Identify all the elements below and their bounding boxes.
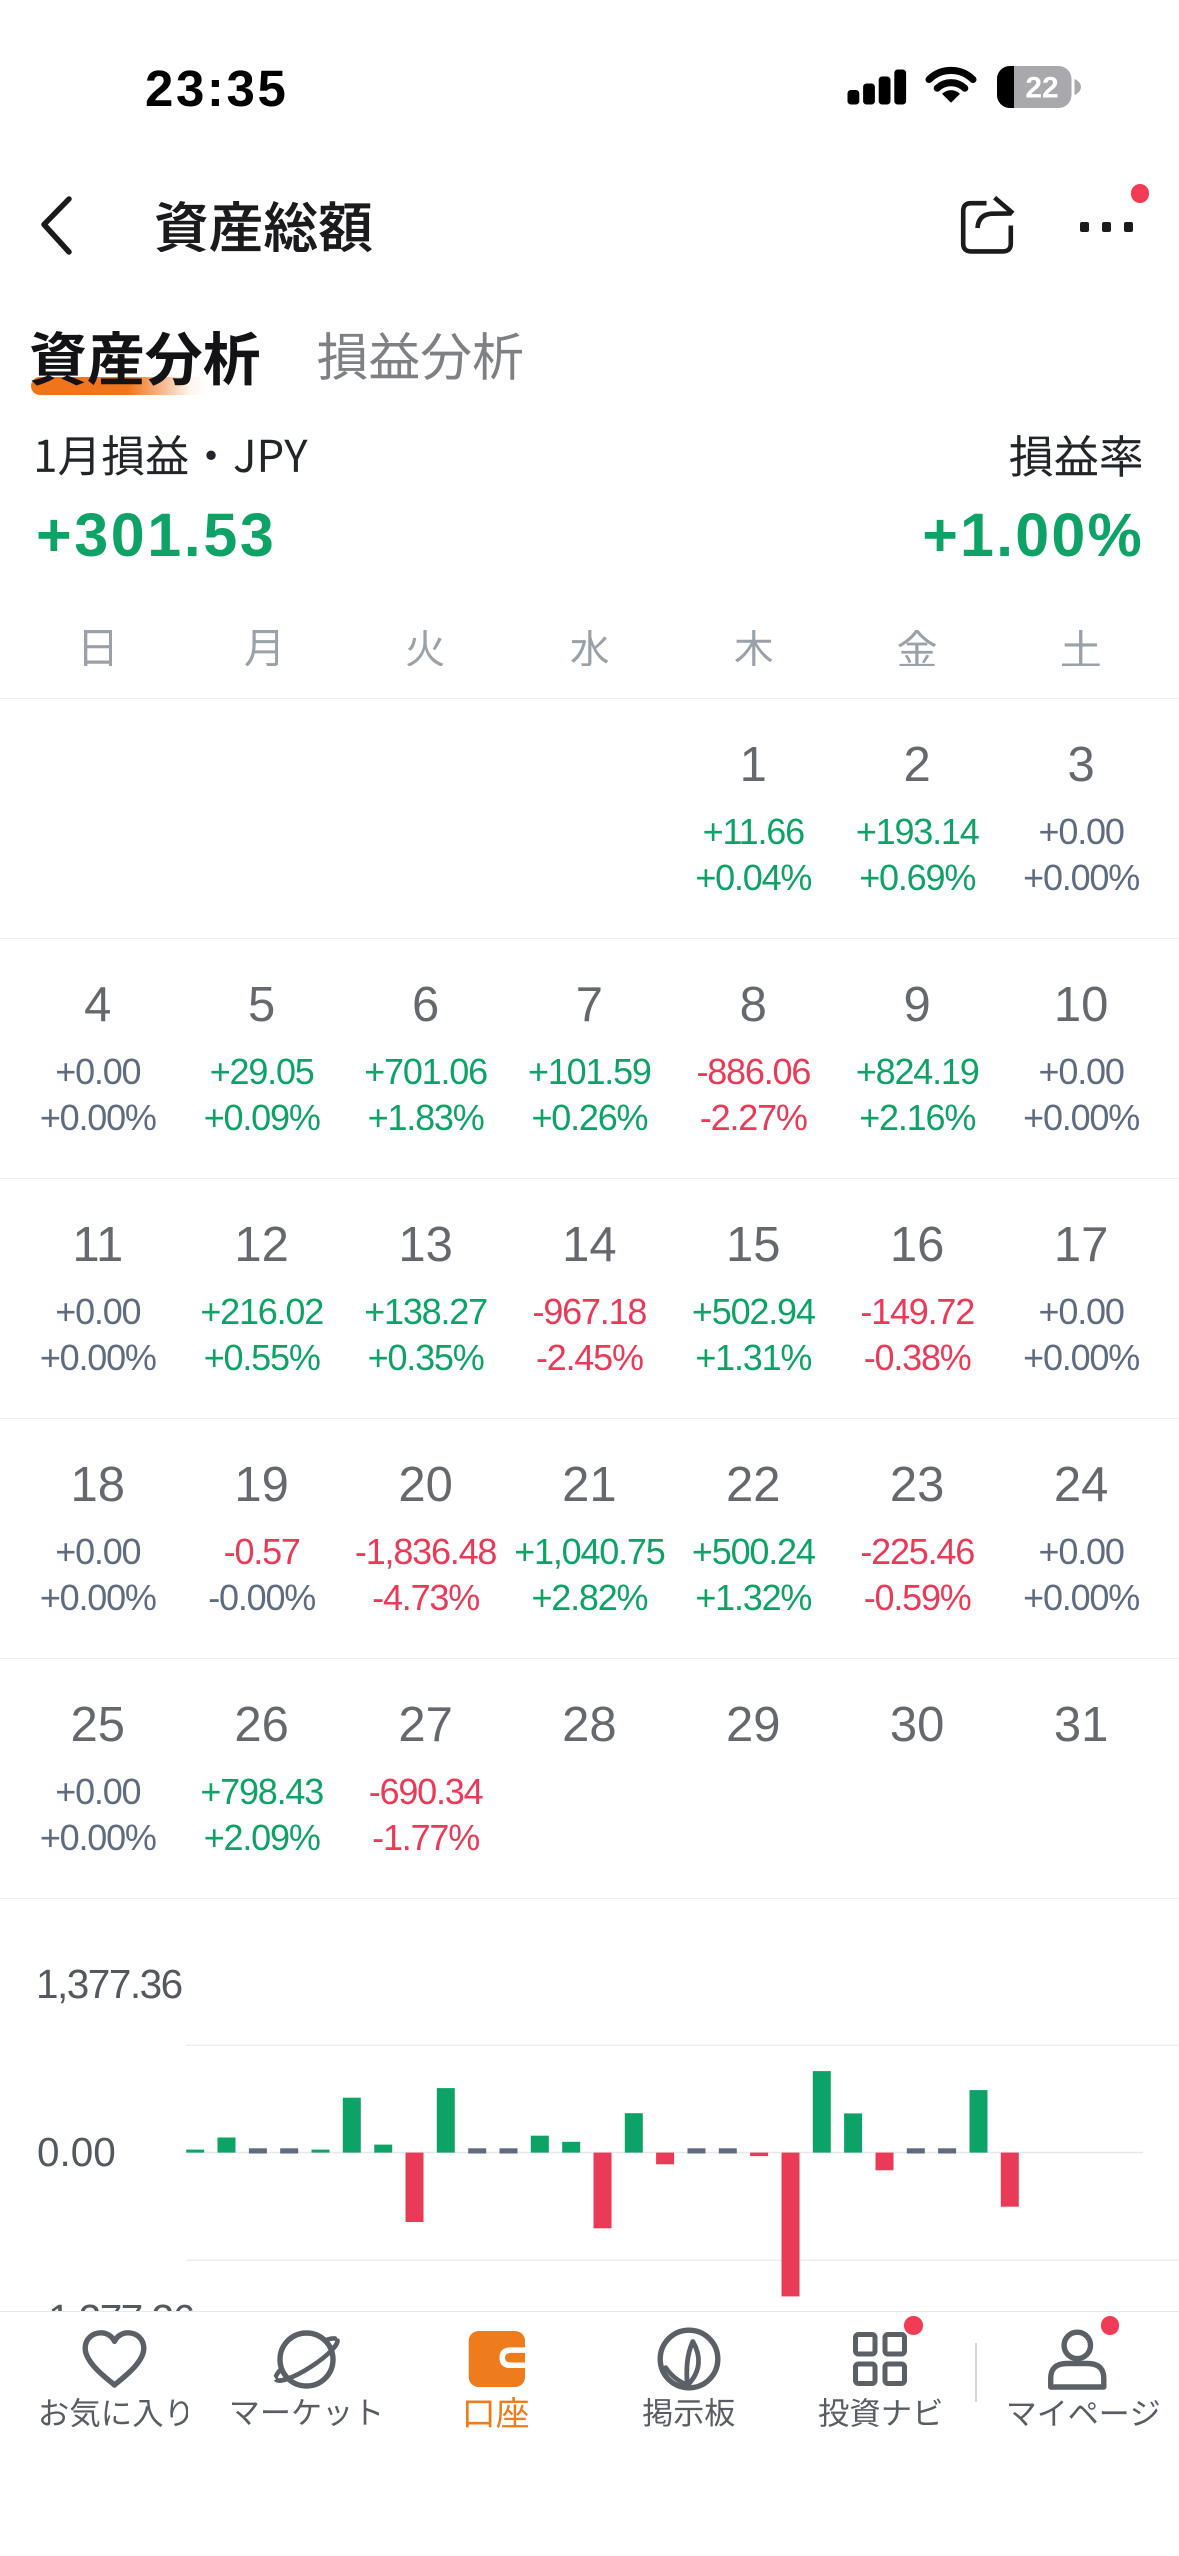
svg-text:22: 22 (1025, 72, 1058, 105)
